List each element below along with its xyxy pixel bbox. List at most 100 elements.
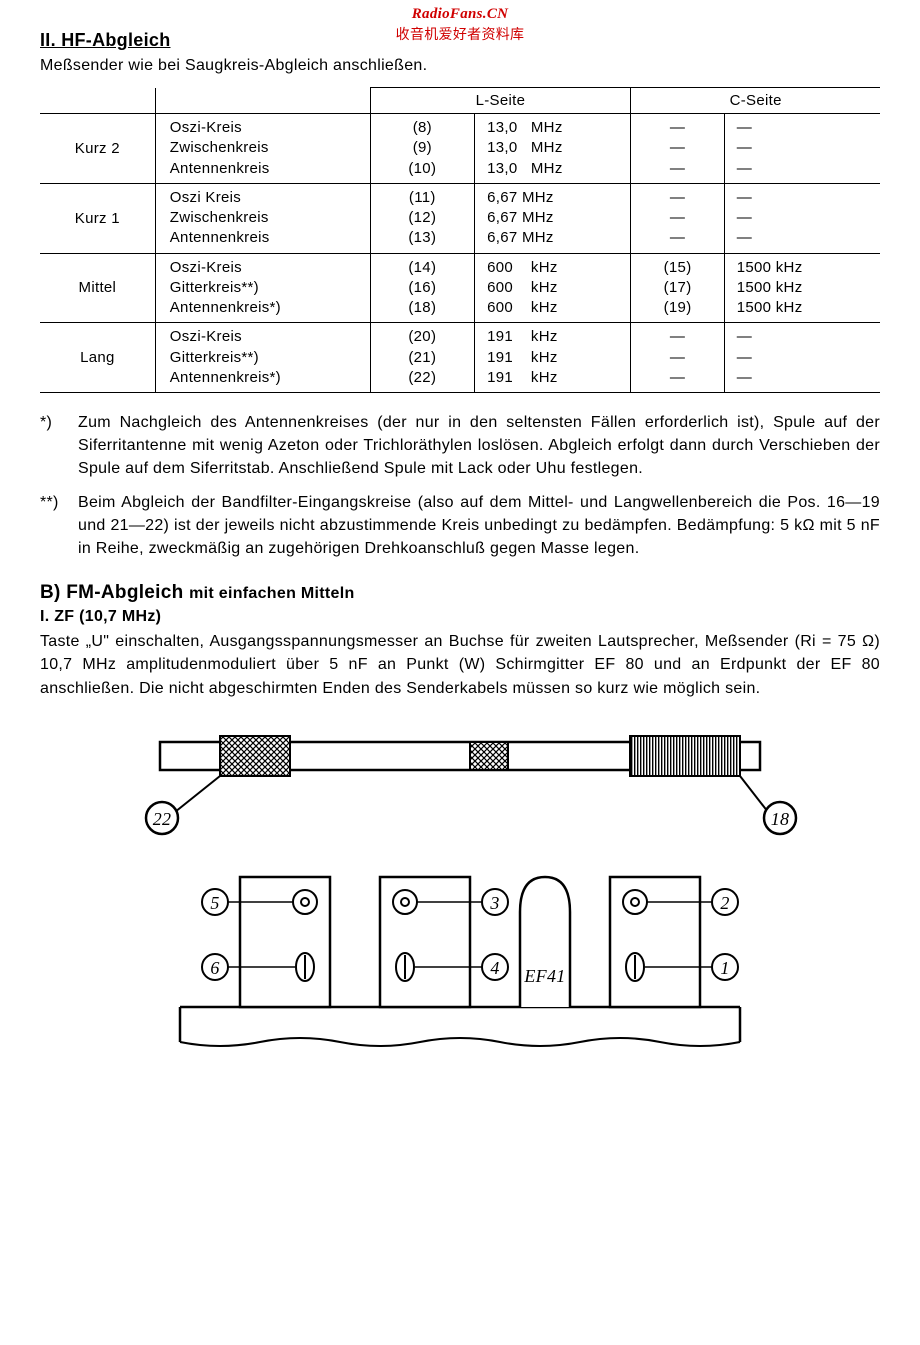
table-cell-line: (13) [377,228,469,248]
ferrite-rod-diagram: 22 18 [100,722,820,842]
hf-abgleich-table: L-Seite C-Seite Kurz 2Oszi-KreisZwischen… [40,87,880,393]
footnote-star-mark: *) [40,411,78,481]
chassis-label-2: 2 [720,893,729,913]
table-cell-line: (16) [377,278,469,298]
table-cell-line: (19) [637,298,717,318]
table-cell-line: 1500 kHz [737,278,874,298]
table-cell-line: (10) [377,159,469,179]
chassis-label-6: 6 [210,958,219,978]
table-cell-line: (9) [377,138,469,158]
table-cell-line: (17) [637,278,717,298]
section-ii-intro: Meßsender wie bei Saugkreis-Abgleich ans… [40,57,880,75]
table-cell: (8)(9)(10) [370,114,475,184]
table-row: LangOszi-KreisGitterkreis**)Antennenkrei… [40,323,880,393]
table-cell-line: 1500 kHz [737,298,874,318]
table-cell-line: 600 kHz [487,298,624,318]
chassis-label-5: 5 [210,893,219,913]
table-cell-line: — [737,327,874,347]
footnote-star-text: Zum Nachgleich des Antennenkreises (der … [78,411,880,481]
footnote-star: *) Zum Nachgleich des Antennenkreises (d… [40,411,880,481]
ferrite-label-22: 22 [153,809,172,829]
table-cell-line: Antennenkreis [170,159,364,179]
table-cell-line: 191 kHz [487,368,624,388]
table-cell: 6,67 MHz6,67 MHz6,67 MHz [475,183,631,253]
table-cell: ——— [724,323,880,393]
table-cell-line: — [737,138,874,158]
tube-ef41-label: EF41 [523,966,565,986]
zf-title: I. ZF (10,7 MHz) [40,608,880,626]
table-cell: (14)(16)(18) [370,253,475,323]
band-cell: Lang [40,323,155,393]
table-cell-line: — [637,348,717,368]
section-b-main: B) FM-Abgleich [40,582,184,603]
table-cell-line: 6,67 MHz [487,188,624,208]
table-cell-line: (18) [377,298,469,318]
table-cell: Oszi-KreisGitterkreis**)Antennenkreis*) [155,253,370,323]
table-row: Kurz 1Oszi KreisZwischenkreisAntennenkre… [40,183,880,253]
col-c-seite: C-Seite [631,88,880,114]
table-cell-line: 191 kHz [487,348,624,368]
table-cell: ——— [724,114,880,184]
section-b-sub: mit einfachen Mitteln [189,585,354,602]
table-cell-line: — [637,118,717,138]
table-cell: ——— [631,183,724,253]
table-cell: ——— [724,183,880,253]
table-cell-line: (15) [637,258,717,278]
watermark-cn: 收音机爱好者资料库 [396,24,525,44]
table-cell-line: Oszi-Kreis [170,327,364,347]
table-cell-line: — [737,208,874,228]
table-cell-line: — [637,327,717,347]
table-cell-line: Zwischenkreis [170,138,364,158]
table-cell-line: 6,67 MHz [487,228,624,248]
chassis-label-3: 3 [489,893,499,913]
table-cell-line: 1500 kHz [737,258,874,278]
table-cell-line: — [737,118,874,138]
table-cell: ——— [631,114,724,184]
table-row: MittelOszi-KreisGitterkreis**)Antennenkr… [40,253,880,323]
table-cell-line: 13,0 MHz [487,118,624,138]
table-cell-line: — [637,138,717,158]
table-cell: (20)(21)(22) [370,323,475,393]
footnote-doublestar: **) Beim Abgleich der Bandfilter-Eingang… [40,491,880,561]
table-cell-line: Gitterkreis**) [170,278,364,298]
table-cell-line: — [637,188,717,208]
chassis-label-1: 1 [720,958,729,978]
table-cell-line: 13,0 MHz [487,159,624,179]
table-cell-line: — [737,368,874,388]
table-cell-line: — [637,228,717,248]
col-l-seite: L-Seite [370,88,631,114]
table-cell: 1500 kHz1500 kHz1500 kHz [724,253,880,323]
table-cell-line: 600 kHz [487,278,624,298]
table-cell: Oszi KreisZwischenkreisAntennenkreis [155,183,370,253]
table-cell-line: (21) [377,348,469,368]
chassis-diagram: 5 6 3 4 EF41 2 1 [100,842,820,1072]
watermark-site: RadioFans.CN [412,6,509,23]
table-cell: 191 kHz191 kHz191 kHz [475,323,631,393]
table-row: Kurz 2Oszi-KreisZwischenkreisAntennenkre… [40,114,880,184]
table-cell: Oszi-KreisGitterkreis**)Antennenkreis*) [155,323,370,393]
footnote-doublestar-mark: **) [40,491,78,561]
table-cell: Oszi-KreisZwischenkreisAntennenkreis [155,114,370,184]
table-cell-line: Gitterkreis**) [170,348,364,368]
table-cell-line: Antennenkreis*) [170,368,364,388]
footnote-doublestar-text: Beim Abgleich der Bandfilter-Eingangskre… [78,491,880,561]
table-cell: 600 kHz600 kHz600 kHz [475,253,631,323]
table-cell-line: 13,0 MHz [487,138,624,158]
table-cell-line: Oszi-Kreis [170,258,364,278]
table-cell-line: (20) [377,327,469,347]
ferrite-label-18: 18 [771,809,790,829]
chassis-label-4: 4 [490,958,499,978]
table-cell-line: (14) [377,258,469,278]
band-cell: Kurz 1 [40,183,155,253]
table-cell-line: — [637,208,717,228]
table-cell-line: 600 kHz [487,258,624,278]
table-cell-line: Oszi Kreis [170,188,364,208]
table-cell-line: (12) [377,208,469,228]
table-cell-line: (22) [377,368,469,388]
table-cell-line: (8) [377,118,469,138]
table-cell: (11)(12)(13) [370,183,475,253]
table-cell-line: Antennenkreis [170,228,364,248]
table-cell: 13,0 MHz13,0 MHz13,0 MHz [475,114,631,184]
band-cell: Mittel [40,253,155,323]
table-cell-line: — [737,228,874,248]
